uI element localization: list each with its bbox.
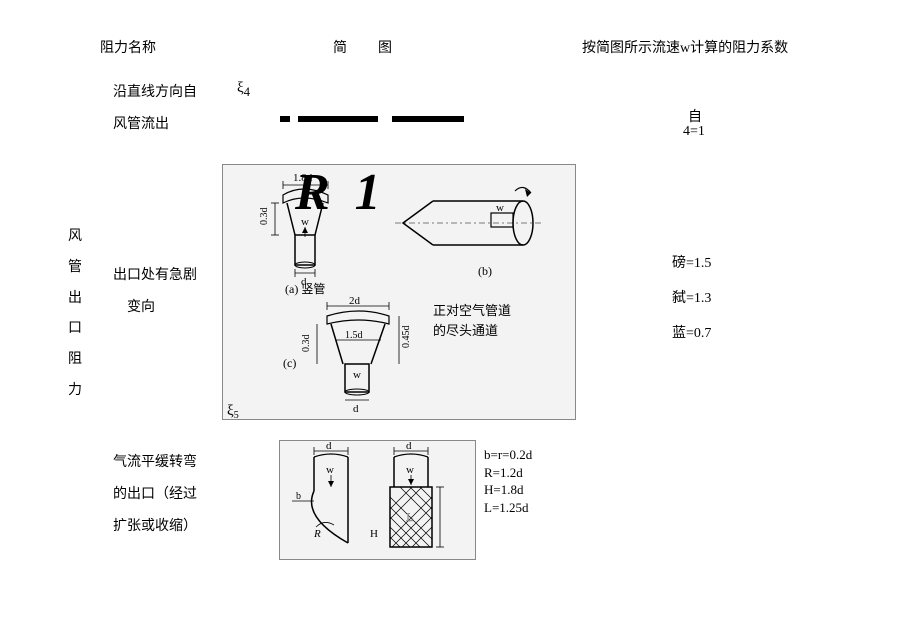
dim-15d: 1.5d [345,330,363,341]
xi-symbol: ξ [237,80,244,96]
row3-figure-svg: d w b R d w [280,441,475,559]
header-col2a: 简 [333,37,347,57]
side-c6: 力 [68,376,82,407]
dim-d-right: d [406,441,412,452]
header-col3: 按简图所示流速w计算的阻力系数 [582,37,788,57]
side-category-label: 风 管 出 口 阻 力 [68,222,82,407]
row2-figure-panel: 1.8d w d 0.3d (a) 竖管 [222,164,576,420]
row2-coef-l2: 弑=1.3 [672,287,711,307]
row2-name-l1: 出口处有急剧 [113,264,197,284]
param-l1: b=r=0.2d [484,446,532,464]
row3-name-l2: 的出口（经过 [113,483,197,503]
side-c2: 管 [68,253,82,284]
param-l4: L=1.25d [484,499,532,517]
row1-coef-l2: 4=1 [683,124,705,140]
row1-diagram [280,108,480,132]
row3-name-l3: 扩张或收缩） [113,515,197,535]
note-l1: 正对空气管道 [433,303,511,318]
dim-03d-c: 0.3d [301,335,312,353]
row2-figure-svg: 1.8d w d 0.3d (a) 竖管 [223,165,575,419]
dim-w-right: w [406,464,414,476]
fig-b-label: (b) [478,264,492,278]
dim-w-left: w [326,464,334,476]
row1-name-l1: 沿直线方向自 [113,81,197,101]
dim-2d: 2d [349,295,361,307]
fig-c-label: (c) [283,356,296,370]
dim-d-left: d [326,441,332,452]
xi-sub: 4 [244,85,250,99]
dim-w-b: w [496,202,504,214]
header-col1: 阻力名称 [100,37,156,57]
dim-w-c: w [353,369,361,381]
row1-xi: ξ4 [237,80,250,100]
side-c5: 阻 [68,345,82,376]
row3-params: b=r=0.2d R=1.2d H=1.8d L=1.25d [484,446,532,516]
xi5: ξ5 [227,403,239,419]
param-l2: R=1.2d [484,464,532,482]
row3-figure-panel: d w b R d w [279,440,476,560]
fig-a-label: (a) 竖管 [285,281,325,296]
row3-name-l1: 气流平缓转弯 [113,451,197,471]
param-l3: H=1.8d [484,481,532,499]
note-l2: 的尽头通道 [433,323,498,338]
dim-045d: 0.45d [401,326,412,349]
side-c1: 风 [68,222,82,253]
row2-coef-l3: 蓝=0.7 [672,322,711,342]
side-c4: 口 [68,314,82,345]
row1-name-l2: 风管流出 [113,113,169,133]
header-col2b: 图 [378,37,392,57]
dim-03d-a: 0.3d [259,208,270,226]
r1-overlay: R 1 [295,163,387,222]
dim-R: R [313,528,321,540]
row2-name-l2: 变向 [127,296,155,316]
dim-b: b [296,491,301,502]
dim-d-c: d [353,403,359,415]
dim-H: H [370,528,378,540]
side-c3: 出 [68,284,82,315]
row2-coef-l1: 磅=1.5 [672,252,711,272]
dim-L-label: L [406,510,413,524]
row1-coef-l1: 自 [688,106,702,126]
